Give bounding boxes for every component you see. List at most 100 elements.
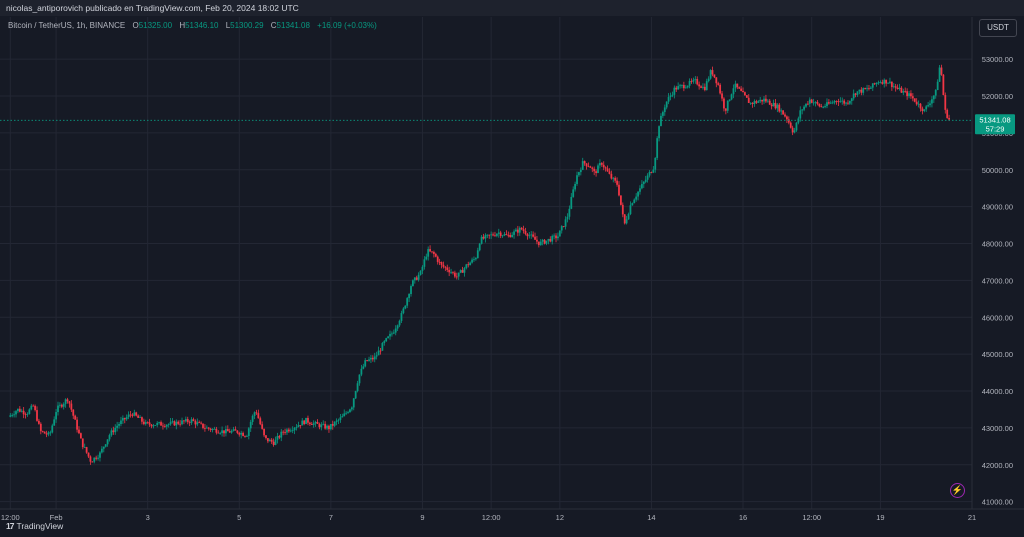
currency-button[interactable]: USDT xyxy=(979,19,1017,37)
candle-body xyxy=(142,421,145,425)
candle-body xyxy=(919,103,922,109)
candle-body xyxy=(421,266,424,271)
candle-body xyxy=(211,428,214,430)
candle-body xyxy=(597,165,599,174)
x-tick-label: Feb xyxy=(50,513,63,522)
candle-body xyxy=(929,103,931,106)
candle-body xyxy=(516,229,519,233)
candle-body xyxy=(518,227,521,233)
candle-body xyxy=(520,227,523,230)
candle-body xyxy=(671,94,674,96)
candle-body xyxy=(940,67,943,75)
candle-body xyxy=(362,366,365,369)
candle-body xyxy=(259,418,262,425)
candle-body xyxy=(501,235,504,237)
candle-body xyxy=(616,180,618,185)
candle-body xyxy=(864,88,867,90)
candle-body xyxy=(644,179,647,182)
candle-body xyxy=(801,109,804,111)
candle-body xyxy=(774,102,777,109)
candle-body xyxy=(873,83,876,85)
candle-body xyxy=(244,435,246,437)
candle-body xyxy=(564,219,567,227)
candle-body xyxy=(629,205,632,215)
candle-body xyxy=(734,83,737,89)
candle-body xyxy=(39,423,42,432)
candle-body xyxy=(320,424,323,428)
candle-body xyxy=(257,413,260,419)
candle-body xyxy=(751,102,754,104)
candle-body xyxy=(144,422,147,425)
candle-body xyxy=(398,320,401,326)
x-tick-label: 7 xyxy=(329,513,333,522)
candle-body xyxy=(536,239,538,242)
candle-body xyxy=(541,239,544,242)
x-tick-label: 9 xyxy=(420,513,424,522)
candle-body xyxy=(391,333,393,335)
tradingview-logo[interactable]: 17 TradingView xyxy=(6,521,63,531)
candle-body xyxy=(337,419,340,421)
candle-body xyxy=(738,87,741,89)
candle-body xyxy=(484,235,487,239)
candle-body xyxy=(547,238,550,241)
candle-body xyxy=(66,399,69,402)
candle-body xyxy=(373,356,376,360)
candle-body xyxy=(618,184,620,196)
candle-body xyxy=(723,98,725,109)
candle-body xyxy=(902,91,905,93)
candle-body xyxy=(534,236,536,240)
candle-body xyxy=(850,98,853,101)
candle-body xyxy=(702,86,704,88)
candle-body xyxy=(768,100,771,105)
candle-body xyxy=(551,235,554,242)
candle-body xyxy=(26,413,29,415)
candle-body xyxy=(612,177,615,179)
candle-body xyxy=(784,114,786,117)
candle-body xyxy=(457,272,460,277)
candle-body xyxy=(663,107,666,113)
candle-body xyxy=(621,204,624,215)
tradingview-brand: TradingView xyxy=(16,521,64,531)
candle-body xyxy=(845,102,847,104)
x-tick-label: 14 xyxy=(647,513,655,522)
candle-body xyxy=(869,87,872,89)
candle-body xyxy=(32,405,35,407)
candle-body xyxy=(490,234,493,236)
candle-body xyxy=(848,100,851,104)
candle-body xyxy=(744,92,746,96)
candle-body xyxy=(274,439,277,445)
candle-body xyxy=(509,235,512,238)
candle-body xyxy=(703,86,706,91)
candle-body xyxy=(753,101,756,104)
high-label: H xyxy=(179,21,186,30)
candle-body xyxy=(112,430,115,433)
x-tick-label: 12:00 xyxy=(482,513,501,522)
candle-body xyxy=(469,262,472,266)
symbol-legend[interactable]: Bitcoin / TetherUS, 1h, BINANCE O51325.0… xyxy=(8,21,377,30)
candle-body xyxy=(759,99,762,102)
symbol-name[interactable]: Bitcoin / TetherUS, 1h, BINANCE xyxy=(8,21,126,30)
x-tick-label: 16 xyxy=(739,513,747,522)
candle-body xyxy=(600,163,603,165)
candle-body xyxy=(494,235,496,237)
candle-body xyxy=(287,429,290,432)
candle-body xyxy=(125,417,128,420)
candle-body xyxy=(623,214,626,224)
candle-body xyxy=(440,262,443,265)
lightning-bolt-icon[interactable]: ⚡ xyxy=(950,483,965,498)
candle-body xyxy=(299,425,302,426)
candle-body xyxy=(831,102,834,104)
candle-body xyxy=(295,426,298,428)
candle-body xyxy=(885,79,888,84)
candle-body xyxy=(505,234,508,235)
candle-body xyxy=(639,188,641,192)
candle-body xyxy=(860,89,863,93)
candle-body xyxy=(17,408,19,412)
candle-body xyxy=(635,196,638,200)
candle-body xyxy=(766,100,769,102)
candle-body xyxy=(495,233,498,236)
candle-body xyxy=(60,404,63,407)
candle-body xyxy=(450,272,452,274)
candle-body xyxy=(681,85,683,86)
